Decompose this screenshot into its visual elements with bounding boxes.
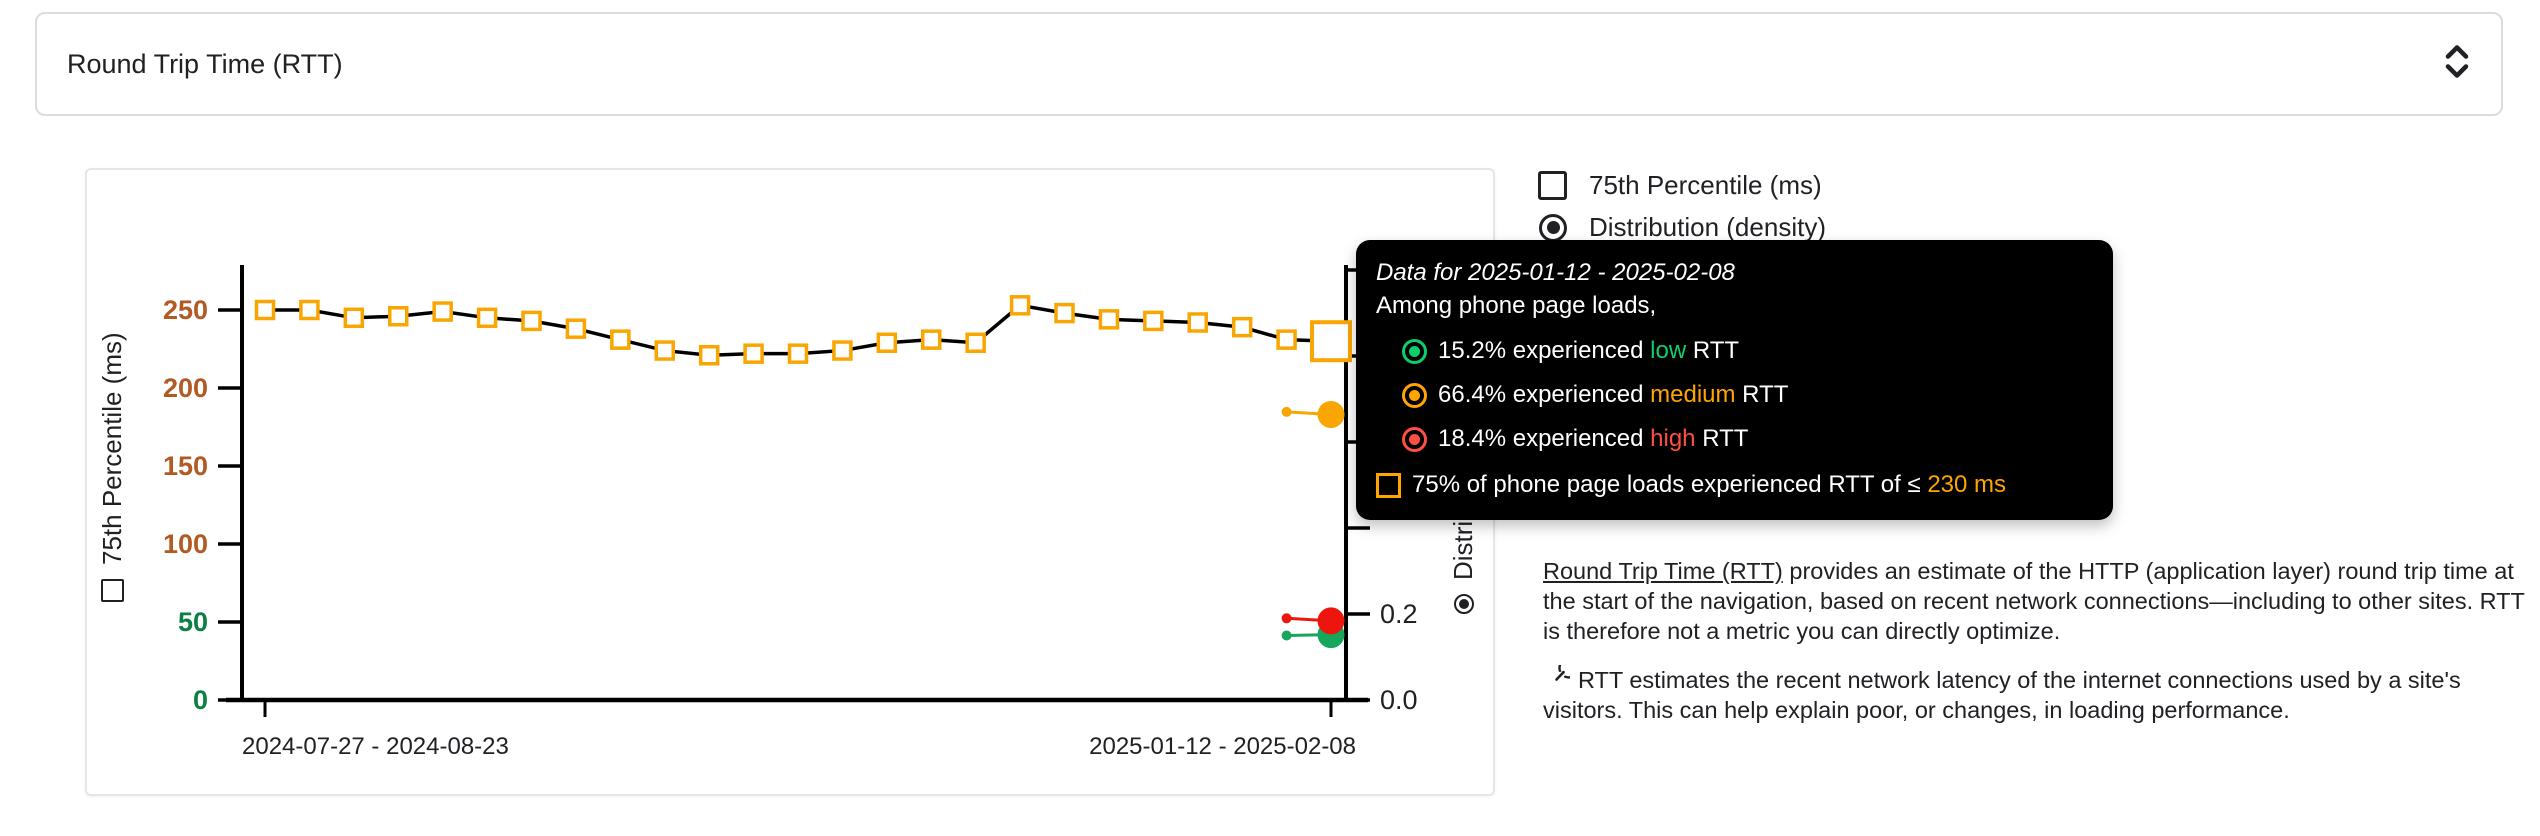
high-density-marker-icon	[1402, 426, 1427, 452]
y-left-tick-label: 150	[163, 451, 208, 481]
tooltip-subtitle: Among phone page loads,	[1376, 292, 1657, 319]
y-left-tick-label: 50	[178, 607, 208, 637]
medium-density-dot-prev[interactable]	[1281, 406, 1292, 417]
data-point-marker[interactable]	[787, 343, 809, 364]
data-point-marker[interactable]	[1187, 312, 1208, 333]
data-point-marker[interactable]	[476, 307, 498, 329]
chart-tooltip: Data for 2025-01-12 - 2025-02-08 Among p…	[1356, 240, 2113, 520]
data-point-marker[interactable]	[388, 305, 409, 327]
data-point-marker[interactable]	[299, 299, 320, 321]
data-point-marker[interactable]	[876, 332, 898, 354]
data-point-marker[interactable]	[565, 318, 587, 339]
data-point-marker[interactable]	[254, 299, 276, 321]
y-axis-left-title: 75th Percentile (ms)	[97, 332, 128, 602]
description-paragraph-1: Round Trip Time (RTT) provides an estima…	[1543, 556, 2528, 646]
tooltip-threshold-prefix: 75% of phone page loads experienced RTT …	[1412, 471, 1921, 498]
rtt-docs-link[interactable]: Round Trip Time (RTT)	[1543, 558, 1783, 584]
percentile-checkbox[interactable]	[1538, 171, 1567, 200]
data-point-marker[interactable]	[1276, 329, 1297, 350]
y-left-tick-label: 0	[193, 685, 208, 715]
description-paragraph-1-text: provides an estimate of the HTTP (applic…	[1543, 558, 2525, 644]
tooltip-density-row-medium: 66.4% experienced medium RTT	[1402, 380, 2089, 410]
data-point-marker[interactable]	[521, 310, 542, 332]
tooltip-title: Data for 2025-01-12 - 2025-02-08	[1376, 259, 1735, 286]
high-density-dot-prev[interactable]	[1281, 613, 1292, 624]
unfold-more-icon[interactable]	[2441, 40, 2473, 89]
medium-density-dot-last[interactable]	[1317, 400, 1345, 428]
data-point-marker[interactable]	[921, 329, 942, 350]
data-point-marker[interactable]	[1098, 309, 1120, 330]
y-right-tick-label: 0.2	[1380, 599, 1418, 629]
tooltip-threshold-value: 230 ms	[1927, 471, 2007, 498]
percentile-square-marker-icon	[1376, 472, 1401, 498]
selected-data-point-marker[interactable]	[1310, 320, 1352, 363]
gauge-icon	[1555, 657, 1580, 681]
y-left-tick-label: 200	[163, 373, 208, 403]
distribution-radio-glyph-icon	[1453, 594, 1474, 614]
description-paragraph-2-text: RTT estimates the recent network latency…	[1543, 667, 2461, 723]
y-right-tick-label: 0.0	[1380, 685, 1418, 715]
data-point-marker[interactable]	[1231, 316, 1253, 338]
data-point-marker[interactable]	[343, 307, 365, 329]
y-left-tick-label: 100	[163, 529, 208, 559]
high-density-dot-last[interactable]	[1317, 607, 1345, 635]
legend-row-percentile: 75th Percentile (ms)	[1538, 170, 1822, 201]
data-point-marker[interactable]	[1009, 295, 1031, 316]
description-paragraph-2: RTT estimates the recent network latency…	[1543, 657, 2528, 725]
metric-selector-label: Round Trip Time (RTT)	[67, 48, 343, 79]
data-point-marker[interactable]	[743, 343, 764, 364]
low-density-dot-prev[interactable]	[1281, 630, 1292, 641]
data-point-marker[interactable]	[1143, 310, 1164, 332]
y-left-tick-label: 250	[163, 295, 208, 325]
percentile-checkbox-glyph-icon	[101, 579, 124, 602]
data-point-marker[interactable]	[832, 340, 853, 361]
rtt-chart-card: 0 50 100 150 200 250 0.0 0.2 2024-07-27 - 2024-0…	[85, 168, 1495, 796]
distribution-radio[interactable]	[1539, 213, 1567, 242]
data-point-marker[interactable]	[698, 344, 720, 366]
tooltip-density-row-low: 15.2% experienced low RTT	[1402, 336, 2089, 366]
metric-selector[interactable]: Round Trip Time (RTT)	[35, 12, 2503, 116]
percentile-legend-label: 75th Percentile (ms)	[1589, 170, 1822, 200]
x-tick-label-first: 2024-07-27 - 2024-08-23	[242, 733, 509, 760]
tooltip-threshold-row: 75% of phone page loads experienced RTT …	[1376, 470, 2089, 500]
low-density-marker-icon	[1402, 338, 1427, 364]
legend-row-distribution: Distribution (density)	[1539, 212, 1826, 243]
data-point-marker[interactable]	[965, 332, 986, 354]
medium-density-marker-icon	[1402, 382, 1427, 408]
data-point-marker[interactable]	[1054, 302, 1075, 324]
rtt-chart: 0 50 100 150 200 250 0.0 0.2 2024-07-27 - 2024-0…	[163, 265, 1418, 760]
tooltip-density-row-high: 18.4% experienced high RTT	[1402, 424, 2089, 454]
y-axis-left-title-text: 75th Percentile (ms)	[97, 332, 127, 565]
data-point-marker[interactable]	[610, 329, 631, 350]
distribution-legend-label: Distribution (density)	[1589, 212, 1826, 242]
x-tick-label-last: 2025-01-12 - 2025-02-08	[1089, 733, 1356, 760]
data-point-marker[interactable]	[654, 340, 675, 361]
metric-description: Round Trip Time (RTT) provides an estima…	[1543, 556, 2528, 725]
data-point-marker[interactable]	[432, 301, 453, 322]
